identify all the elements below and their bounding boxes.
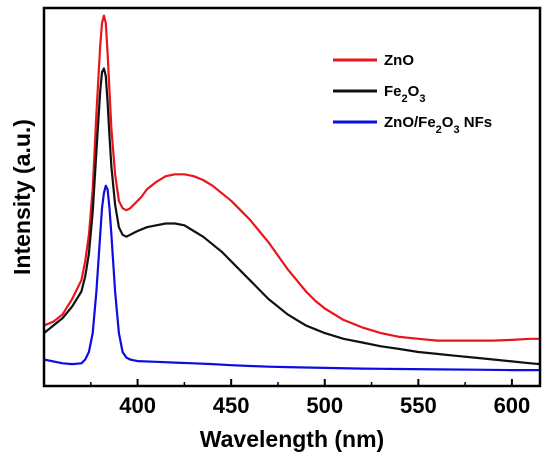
x-axis-title: Wavelength (nm) — [200, 426, 384, 452]
legend-label-2: ZnO/Fe2O3 NFs — [384, 114, 492, 136]
legend: ZnO Fe2O3 ZnO/Fe2O3 NFs — [333, 52, 492, 136]
x-tick-label: 500 — [306, 393, 343, 418]
plot-frame — [42, 6, 542, 388]
x-tick-label: 450 — [213, 393, 250, 418]
y-axis-title: Intensity (a.u.) — [9, 119, 35, 275]
x-axis-ticks — [43, 379, 513, 386]
x-tick-label: 550 — [400, 393, 437, 418]
plot-series-group — [43, 14, 541, 372]
series-line-0 — [43, 14, 540, 342]
x-tick-label: 600 — [494, 393, 531, 418]
x-axis-tick-labels: 400 450 500 550 600 — [119, 393, 530, 418]
legend-label-1: Fe2O3 — [384, 83, 425, 105]
series-line-1 — [43, 67, 541, 366]
x-tick-label: 400 — [119, 393, 156, 418]
legend-label-0: ZnO — [384, 52, 414, 69]
series-line-2 — [43, 184, 540, 372]
